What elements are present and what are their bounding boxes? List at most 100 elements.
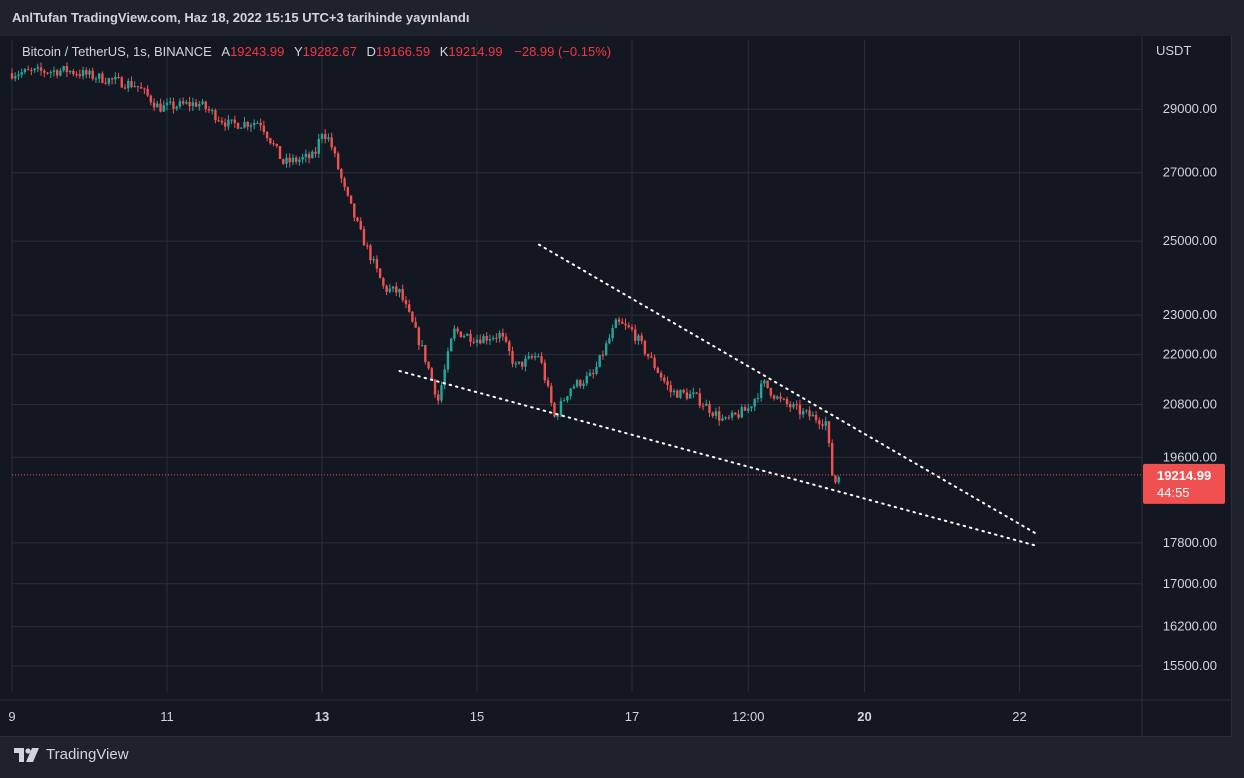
candle-body [278,145,282,160]
candle-body [362,229,366,246]
change-value: −28.99 (−0.15%) [514,44,612,59]
candle-body [349,195,353,204]
candle-body [388,288,392,292]
candle-body [304,154,308,158]
candle-body [446,351,450,370]
candle-body [521,361,524,367]
tradingview-footer[interactable]: TradingView [14,746,129,763]
candle-body [227,119,230,127]
candle-body [114,76,117,80]
candle-body [453,328,456,339]
candle-body [472,341,475,343]
candle-body [504,336,508,342]
candle-body [236,123,240,129]
candle-body [143,88,146,90]
candle-body [165,102,169,106]
y-tick-label: 19600.00 [1163,449,1217,464]
candle-body [217,120,220,122]
trendline-upper[interactable] [538,243,1036,534]
candle-body [110,78,114,80]
current-price-label: 19214.99 [1157,468,1211,483]
candle-body [417,327,421,346]
candle-body [56,70,59,76]
candle-body [36,67,40,69]
published-header: AnlTufan TradingView.com, Haz 18, 2022 1… [12,10,470,25]
candle-body [530,356,534,358]
candle-body [517,361,521,364]
candle-body [372,259,375,261]
candle-body [181,101,185,104]
candle-body [343,178,346,188]
candle-body [682,389,685,393]
candle-body [207,109,211,111]
candle-body [669,385,672,393]
candle-body [572,386,576,389]
chart-frame[interactable] [0,36,1232,737]
candle-body [107,78,111,84]
candle-body [78,74,82,77]
candle-body [156,103,159,108]
candle-body [592,372,595,374]
candle-body [398,289,401,293]
candle-body [30,70,33,72]
x-tick-label: 17 [625,709,639,724]
candle-body [81,70,85,77]
high-label: Y [293,44,303,59]
candle-body [459,331,463,338]
candle-body [508,341,511,352]
candle-body [614,319,618,329]
symbol-label[interactable]: Bitcoin / TetherUS, 1s, BINANCE [22,44,212,59]
candle-body [637,335,640,341]
candle-body [595,366,598,374]
candle-body [540,356,543,363]
candle-body [175,106,178,109]
candle-body [672,390,676,393]
candle-body [698,393,702,406]
trendline-lower[interactable] [398,369,1036,547]
x-tick-label: 22 [1012,709,1026,724]
y-tick-label: 20800.00 [1163,397,1217,412]
candle-body [611,328,614,339]
candle-body [94,78,98,80]
candle-body [491,337,495,340]
candle-body [433,379,437,395]
candle-body [46,72,49,74]
x-tick-label: 9 [8,709,15,724]
candle-body [701,405,705,407]
y-tick-label: 16200.00 [1163,619,1217,634]
y-tick-label: 17000.00 [1163,576,1217,591]
candle-body [101,73,104,83]
candle-body [756,397,760,399]
candle-body [265,132,269,139]
candle-body [288,157,291,163]
candle-body [68,70,72,73]
candle-body [663,377,666,382]
candle-body [298,159,301,162]
candle-body [656,367,660,373]
candle-body [204,101,207,110]
candle-body [495,337,498,339]
candle-body [692,392,695,394]
candle-body [133,86,136,88]
candle-body [185,102,188,104]
candle-body [588,372,592,376]
candle-body [440,385,443,401]
y-tick-label: 23000.00 [1163,307,1217,322]
candle-body [72,70,75,75]
candle-body [498,332,501,339]
candle-body [23,69,27,73]
candle-body [259,122,262,126]
currency-label: USDT [1156,43,1191,58]
candle-body [407,304,411,312]
candle-body [162,105,165,112]
candle-body [307,154,311,159]
candle-body [653,357,656,368]
candle-body [52,70,56,72]
candle-body [824,421,827,426]
candle-body [462,335,466,338]
candle-body [789,404,792,408]
candle-body [33,68,36,71]
candle-body [127,80,130,89]
candle-body [717,411,721,421]
